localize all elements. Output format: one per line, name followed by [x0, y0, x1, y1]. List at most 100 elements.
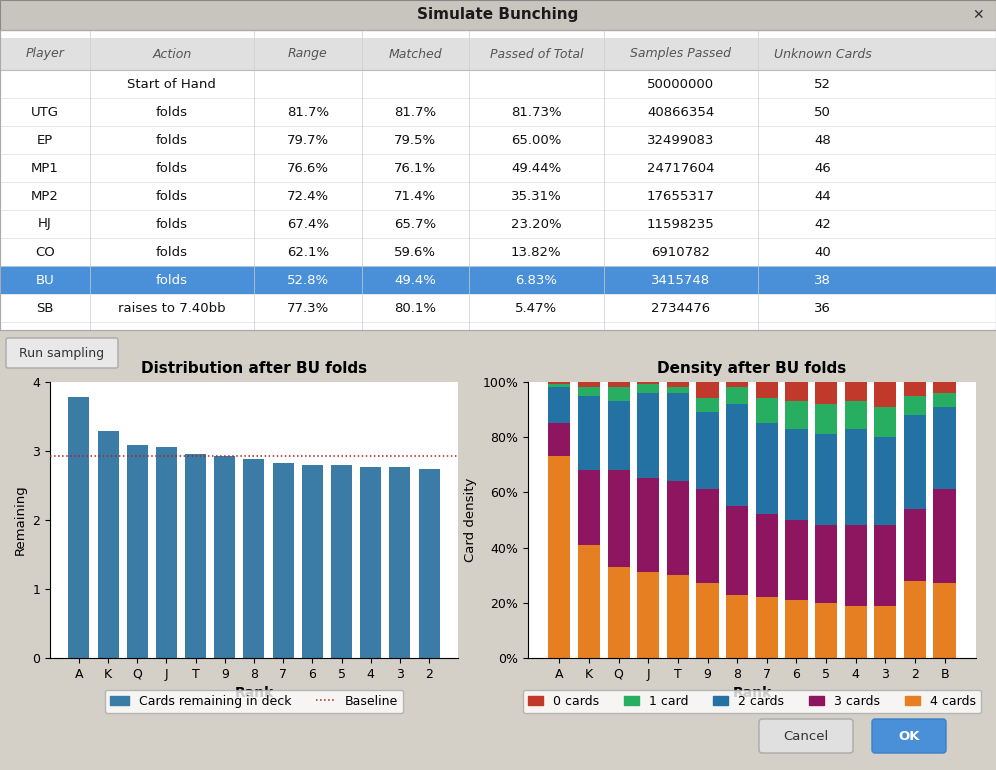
Bar [637, 478, 659, 572]
Text: 3415748: 3415748 [651, 273, 710, 286]
Text: folds: folds [155, 162, 188, 175]
X-axis label: Rank: Rank [234, 686, 274, 701]
Bar [0, 0, 996, 30]
Text: 81.73%: 81.73% [511, 105, 562, 119]
Text: 79.7%: 79.7% [287, 133, 329, 146]
Text: 44: 44 [815, 189, 831, 203]
Bar [637, 572, 659, 658]
Text: raises to 7.40bb: raises to 7.40bb [118, 302, 226, 314]
Bar [815, 603, 838, 658]
Bar [578, 396, 601, 470]
Text: Simulate Bunching: Simulate Bunching [417, 8, 579, 22]
Y-axis label: Remaining: Remaining [14, 484, 27, 555]
Text: 6910782: 6910782 [651, 246, 710, 259]
Text: 49.4%: 49.4% [394, 273, 436, 286]
Text: 48: 48 [815, 133, 831, 146]
Bar [608, 401, 629, 470]
Text: 11598235: 11598235 [646, 217, 715, 230]
Text: 49.44%: 49.44% [511, 162, 562, 175]
Bar [548, 382, 571, 384]
Bar [903, 382, 926, 396]
Y-axis label: Card density: Card density [464, 477, 477, 562]
Text: folds: folds [155, 105, 188, 119]
Text: 52.8%: 52.8% [287, 273, 329, 286]
Bar [548, 457, 571, 658]
Text: MP1: MP1 [31, 162, 59, 175]
Title: Density after BU folds: Density after BU folds [657, 361, 847, 377]
Text: Run sampling: Run sampling [20, 346, 105, 360]
Bar [548, 424, 571, 457]
Bar [933, 490, 956, 584]
Bar [578, 382, 601, 387]
Text: 77.3%: 77.3% [287, 302, 329, 314]
Bar [418, 470, 439, 658]
Bar [696, 490, 719, 584]
Bar [756, 598, 778, 658]
Bar [726, 506, 748, 594]
Text: 76.6%: 76.6% [287, 162, 329, 175]
Bar [903, 509, 926, 581]
Bar [126, 445, 147, 658]
Text: Samples Passed: Samples Passed [630, 48, 731, 61]
Bar [608, 387, 629, 401]
Bar [666, 575, 689, 658]
Bar [756, 398, 778, 424]
Bar [666, 393, 689, 481]
Bar [756, 514, 778, 598]
Bar [98, 431, 119, 658]
Bar [69, 397, 90, 658]
Text: 17655317: 17655317 [646, 189, 715, 203]
Text: CO: CO [35, 246, 55, 259]
Bar [756, 424, 778, 514]
Text: 46: 46 [815, 162, 831, 175]
Text: folds: folds [155, 217, 188, 230]
Bar [696, 398, 719, 412]
Bar [933, 584, 956, 658]
Bar [845, 525, 867, 605]
Text: 65.00%: 65.00% [511, 133, 562, 146]
Bar [666, 481, 689, 575]
Bar [578, 387, 601, 396]
Legend: 0 cards, 1 card, 2 cards, 3 cards, 4 cards: 0 cards, 1 card, 2 cards, 3 cards, 4 car… [523, 690, 981, 713]
Text: Player: Player [25, 48, 65, 61]
FancyBboxPatch shape [872, 719, 946, 753]
Bar [548, 384, 571, 387]
Legend: Cards remaining in deck, Baseline: Cards remaining in deck, Baseline [105, 690, 403, 713]
Bar [0, 266, 996, 294]
Title: Distribution after BU folds: Distribution after BU folds [140, 361, 368, 377]
Text: EP: EP [37, 133, 53, 146]
Text: folds: folds [155, 133, 188, 146]
Bar [933, 382, 956, 393]
Bar [845, 382, 867, 401]
Bar [578, 545, 601, 658]
Text: Cancel: Cancel [784, 729, 829, 742]
Bar [696, 584, 719, 658]
Text: 40866354: 40866354 [647, 105, 714, 119]
Bar [785, 600, 808, 658]
Text: ✕: ✕ [972, 8, 984, 22]
Text: 59.6%: 59.6% [394, 246, 436, 259]
Bar [0, 38, 996, 70]
Bar [785, 429, 808, 520]
Bar [815, 403, 838, 434]
Bar [874, 382, 896, 407]
Bar [608, 470, 629, 567]
Bar [903, 415, 926, 509]
Text: 38: 38 [815, 273, 831, 286]
Bar [331, 465, 352, 658]
Text: Matched: Matched [388, 48, 442, 61]
Text: 80.1%: 80.1% [394, 302, 436, 314]
Text: folds: folds [155, 273, 188, 286]
Bar [785, 382, 808, 401]
Text: 76.1%: 76.1% [394, 162, 436, 175]
Text: UTG: UTG [31, 105, 59, 119]
Text: 6.83%: 6.83% [515, 273, 558, 286]
FancyBboxPatch shape [759, 719, 853, 753]
Bar [845, 605, 867, 658]
Text: 52: 52 [814, 78, 832, 91]
Bar [785, 401, 808, 429]
Text: HJ: HJ [38, 217, 52, 230]
Bar [756, 382, 778, 398]
Text: 62.1%: 62.1% [287, 246, 329, 259]
Bar [903, 396, 926, 415]
